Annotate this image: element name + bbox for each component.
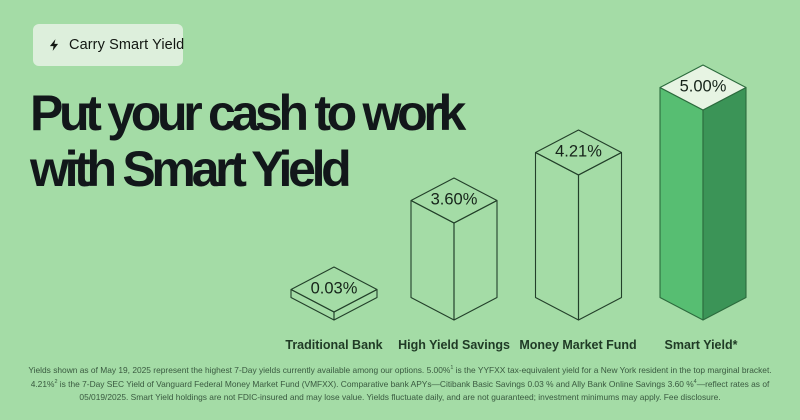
- svg-text:4.21%: 4.21%: [555, 143, 602, 161]
- svg-text:0.03%: 0.03%: [311, 280, 358, 298]
- svg-text:5.00%: 5.00%: [680, 78, 727, 96]
- svg-text:3.60%: 3.60%: [431, 191, 478, 209]
